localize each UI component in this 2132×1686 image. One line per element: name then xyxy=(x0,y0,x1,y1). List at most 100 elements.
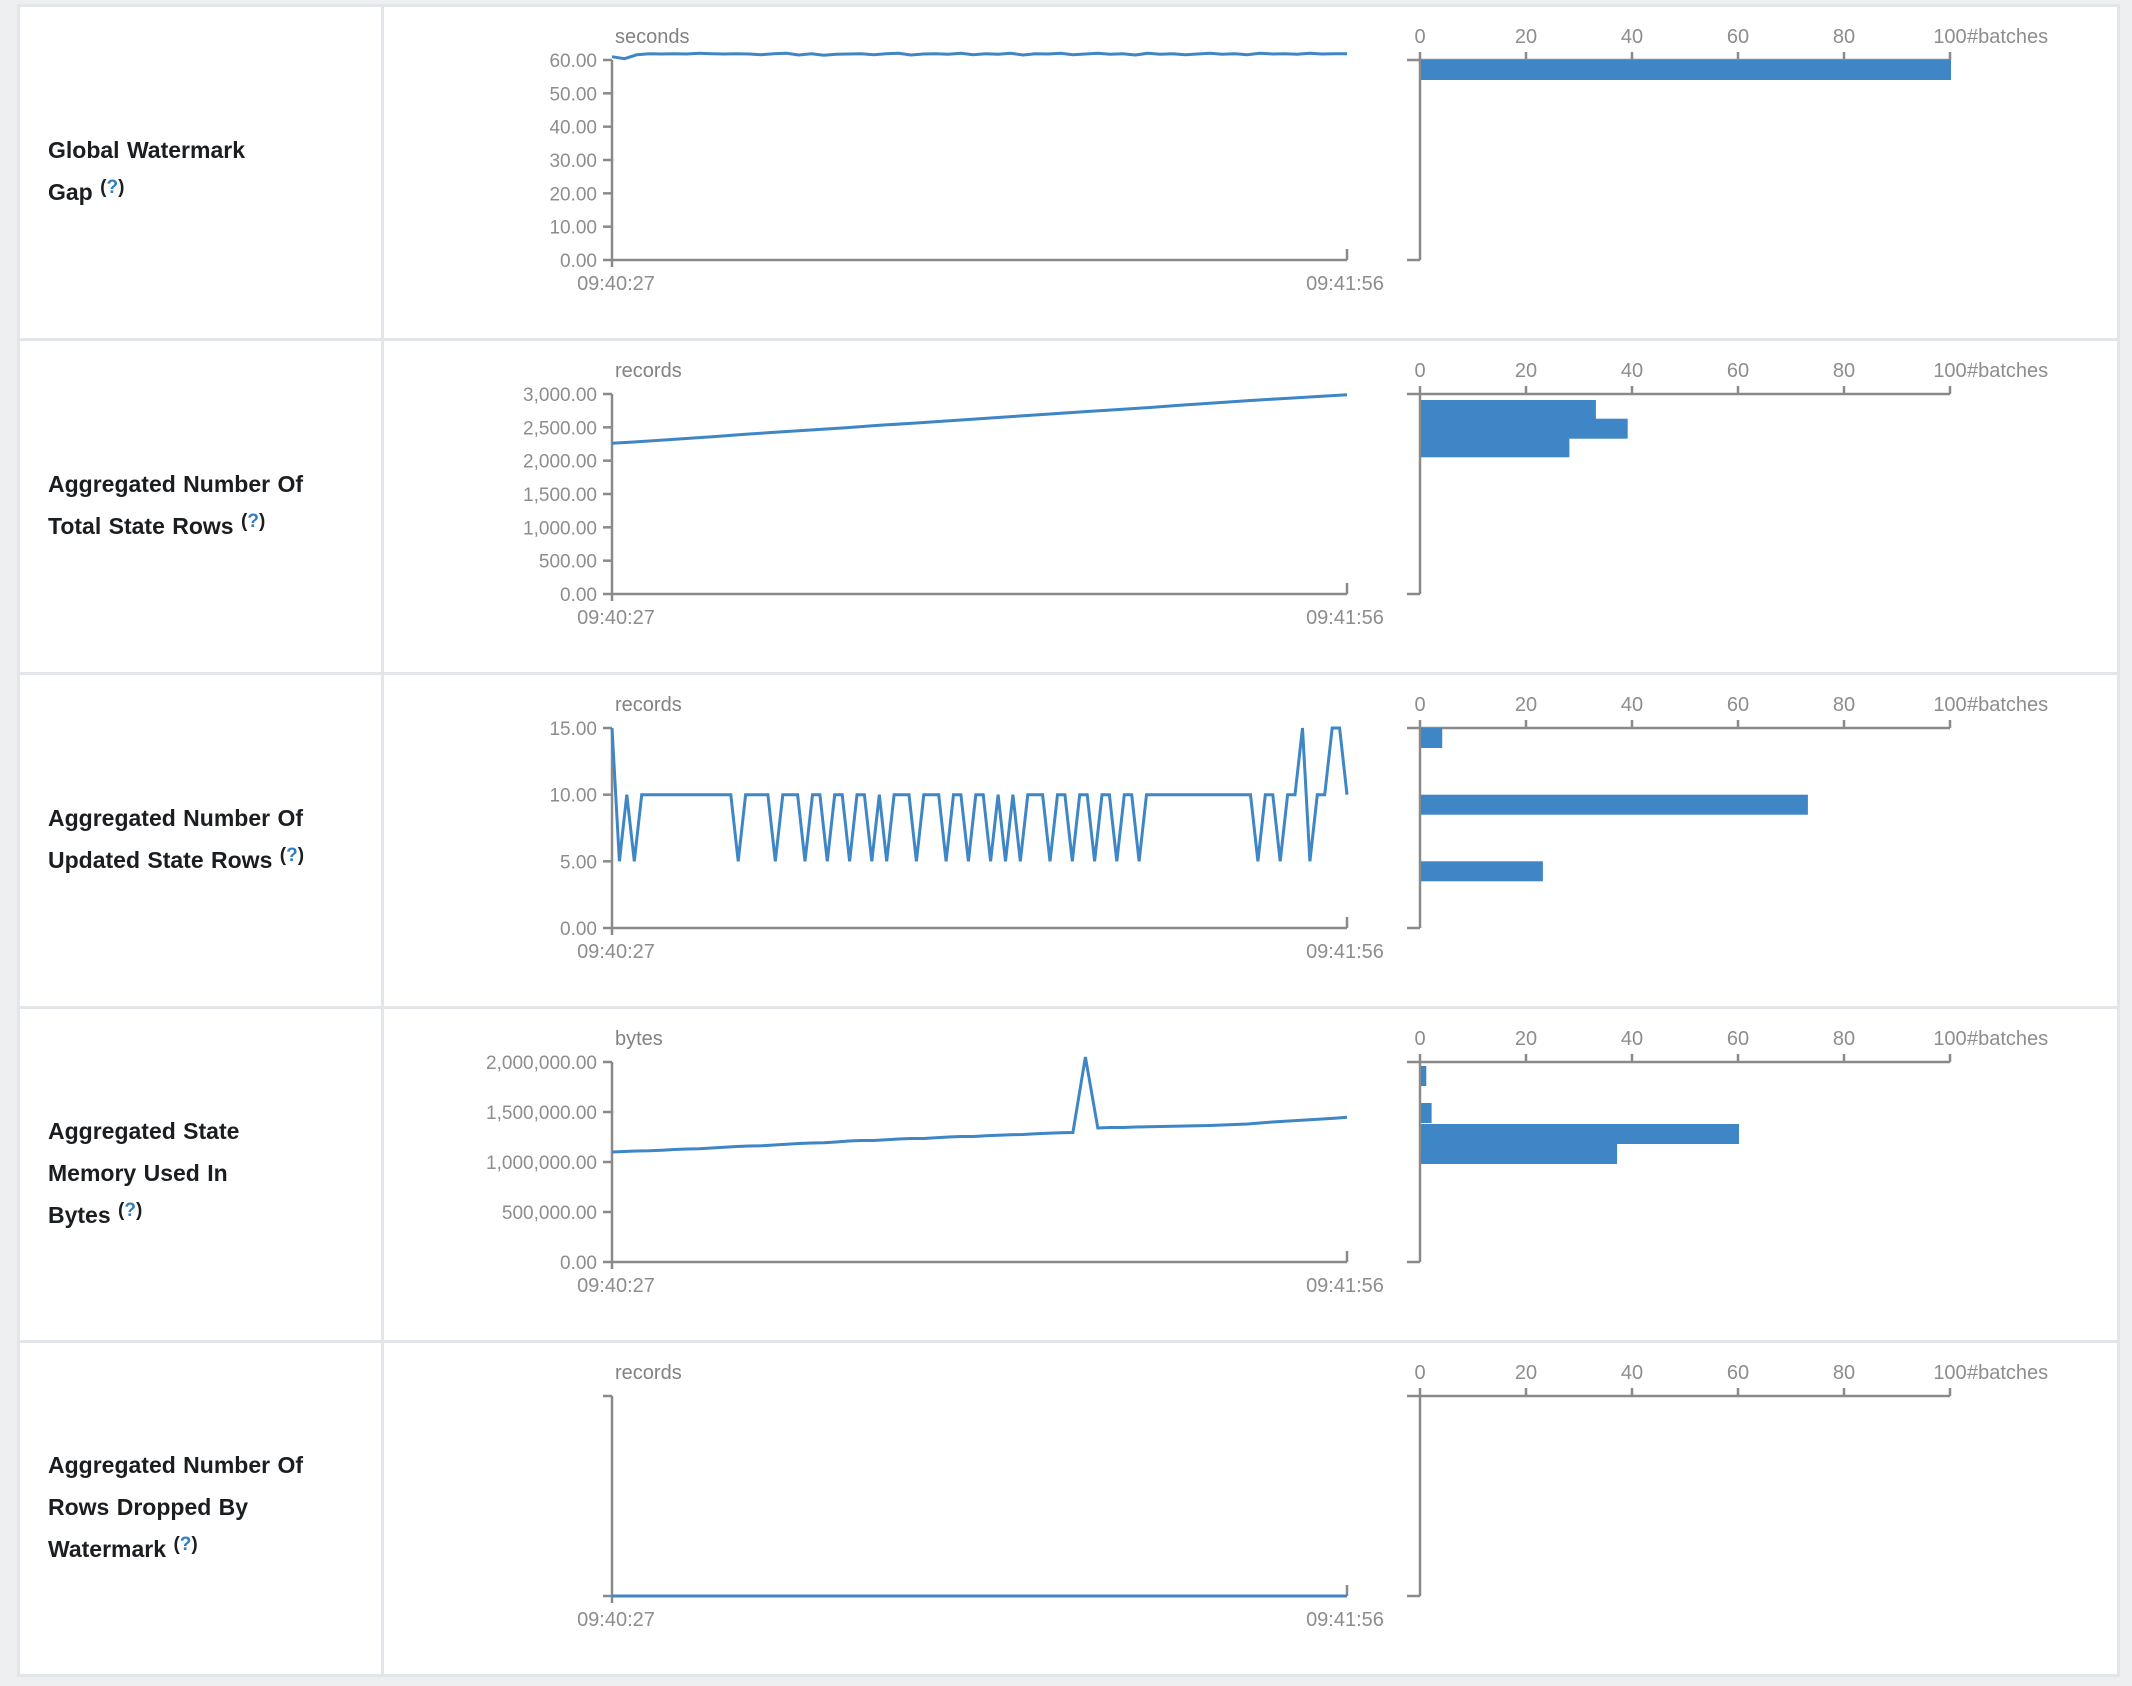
hist-axis-tick-label: 80 xyxy=(1833,360,1855,382)
histogram-chart: 0 20 40 60 80 100 #batches xyxy=(1407,360,2048,596)
y-axis-tick-label: 40.00 xyxy=(549,118,597,139)
y-axis-tick-label: 30.00 xyxy=(549,151,597,172)
hist-axis-unit-label: #batches xyxy=(1967,26,2048,48)
x-axis-start-label: 09:40:27 xyxy=(577,1609,655,1631)
hist-axis-tick-label: 40 xyxy=(1621,360,1643,382)
timeline-chart: bytes 2,000,000.00 1,500,000.00 1,000,000.0… xyxy=(486,1028,1384,1297)
x-axis-start-label: 09:40:27 xyxy=(577,607,655,629)
hist-axis-tick-label: 80 xyxy=(1833,26,1855,48)
metric-label: Global Watermark Gap (?) xyxy=(48,137,245,205)
hist-axis-tick-label: 80 xyxy=(1833,694,1855,716)
timeline-data-line xyxy=(610,726,1349,862)
histogram-bar xyxy=(1421,418,1628,439)
help-question-icon[interactable]: ? xyxy=(286,845,298,866)
y-axis-tick-label: 15.00 xyxy=(549,719,597,740)
metric-row: Global Watermark Gap (?) seconds 60.00 50.0… xyxy=(20,7,2117,341)
hist-axis-tick-label: 20 xyxy=(1515,26,1537,48)
x-axis-start-label: 09:40:27 xyxy=(577,941,655,963)
metric-label: Aggregated Number Of Total State Rows (?… xyxy=(48,471,304,539)
help-tooltip-link[interactable]: (?) xyxy=(118,1200,142,1221)
hist-axis-tick-label: 40 xyxy=(1621,694,1643,716)
metric-label-cell: Aggregated Number Of Total State Rows (?… xyxy=(20,341,384,672)
timeline-data-line xyxy=(611,1056,1348,1154)
y-axis-tick-label: 2,500.00 xyxy=(523,418,597,439)
hist-axis-unit-label: #batches xyxy=(1967,694,2048,716)
hist-axis-tick-label: 0 xyxy=(1414,1362,1425,1384)
y-axis-tick-label: 2,000,000.00 xyxy=(486,1053,597,1074)
histogram-chart: 0 20 40 60 80 100 #batches xyxy=(1407,26,2048,262)
x-axis-start-label: 09:40:27 xyxy=(577,273,655,295)
hist-axis-tick-label: 60 xyxy=(1727,1362,1749,1384)
y-axis-tick-label: 2,000.00 xyxy=(523,452,597,473)
chart-cell: records 3,000.00 2,500.00 2,000.00 1,500.00 1… xyxy=(384,341,2117,672)
y-axis-tick-label: 1,000,000.00 xyxy=(486,1153,597,1174)
help-tooltip-link[interactable]: (?) xyxy=(241,511,265,532)
hist-axis-tick-label: 100 xyxy=(1933,26,1966,48)
y-axis-unit-label: records xyxy=(615,1362,682,1384)
hist-axis-tick-label: 100 xyxy=(1933,360,1966,382)
hist-axis-tick-label: 20 xyxy=(1515,694,1537,716)
histogram-chart: 0 20 40 60 80 100 #batches xyxy=(1407,694,2048,930)
hist-axis-tick-label: 0 xyxy=(1414,1028,1425,1050)
y-axis-tick-label: 10.00 xyxy=(549,218,597,239)
histogram-bar xyxy=(1421,728,1443,748)
hist-axis-tick-label: 0 xyxy=(1414,360,1425,382)
timeline-chart: records 09:40:27 09:41:56 xyxy=(577,1362,1384,1631)
hist-axis-tick-label: 0 xyxy=(1414,694,1425,716)
row-charts-svg: records 09:40:27 09:41:56 0 20 40 60 80 100 #batc… xyxy=(577,1362,2048,1631)
hist-axis-tick-label: 40 xyxy=(1621,1362,1643,1384)
metrics-table: Global Watermark Gap (?) seconds 60.00 50.0… xyxy=(17,4,2120,1677)
metric-label: Aggregated State Memory Used In Bytes (?… xyxy=(48,1118,240,1228)
hist-axis-tick-label: 60 xyxy=(1727,26,1749,48)
chart-cell: bytes 2,000,000.00 1,500,000.00 1,000,000.0… xyxy=(384,1009,2117,1340)
hist-axis-tick-label: 20 xyxy=(1515,1028,1537,1050)
help-question-icon[interactable]: ? xyxy=(106,177,119,198)
hist-axis-unit-label: #batches xyxy=(1967,1362,2048,1384)
y-axis-tick-label: 500,000.00 xyxy=(502,1203,597,1224)
help-question-icon[interactable]: ? xyxy=(247,511,259,532)
x-axis-end-label: 09:41:56 xyxy=(1306,1609,1384,1631)
timeline-data-line xyxy=(611,393,1348,445)
help-tooltip-link[interactable]: (?) xyxy=(280,845,304,866)
x-axis-end-label: 09:41:56 xyxy=(1306,273,1384,295)
y-axis-tick-label: 1,000.00 xyxy=(523,518,597,539)
metric-row: Aggregated Number Of Rows Dropped By Wat… xyxy=(20,1343,2117,1677)
y-axis-tick-label: 10.00 xyxy=(549,786,597,807)
y-axis-tick-label: 500.00 xyxy=(539,552,597,573)
help-question-icon[interactable]: ? xyxy=(179,1534,192,1555)
help-paren-close: ) xyxy=(118,177,125,198)
y-axis-tick-label: 50.00 xyxy=(549,84,597,105)
y-axis-tick-label: 3,000.00 xyxy=(523,385,597,406)
help-question-icon[interactable]: ? xyxy=(124,1200,136,1221)
histogram-bar xyxy=(1421,861,1543,882)
y-axis-tick-label: 60.00 xyxy=(549,51,597,72)
metric-row: Aggregated Number Of Total State Rows (?… xyxy=(20,341,2117,675)
metric-label-cell: Global Watermark Gap (?) xyxy=(20,7,384,338)
y-axis-unit-label: bytes xyxy=(615,1028,663,1050)
help-tooltip-link[interactable]: (?) xyxy=(100,177,124,198)
hist-axis-tick-label: 100 xyxy=(1933,1028,1966,1050)
chart-cell: seconds 60.00 50.00 40.00 30.00 20.00 10.00 0.0… xyxy=(384,7,2117,338)
hist-axis-tick-label: 60 xyxy=(1727,1028,1749,1050)
metric-label-cell: Aggregated Number Of Updated State Rows … xyxy=(20,675,384,1006)
row-charts-svg: records 3,000.00 2,500.00 2,000.00 1,500.00 1… xyxy=(523,360,2048,629)
metric-label-cell: Aggregated State Memory Used In Bytes (?… xyxy=(20,1009,384,1340)
hist-axis-tick-label: 100 xyxy=(1933,694,1966,716)
help-paren-open: ( xyxy=(279,845,287,866)
help-paren-open: ( xyxy=(118,1200,125,1221)
histogram-bar xyxy=(1421,1144,1618,1164)
y-axis-unit-label: records xyxy=(615,360,682,382)
timeline-chart: records 3,000.00 2,500.00 2,000.00 1,500.00 1… xyxy=(523,360,1384,629)
y-axis-tick-label: 20.00 xyxy=(549,184,597,205)
help-paren-close: ) xyxy=(297,845,305,866)
help-paren-open: ( xyxy=(241,511,248,532)
help-paren-open: ( xyxy=(100,177,107,198)
y-axis-tick-label: 0.00 xyxy=(560,1253,597,1274)
histogram-chart: 0 20 40 60 80 100 #batches xyxy=(1407,1362,2048,1598)
histogram-bar xyxy=(1421,1066,1427,1086)
histogram-bar xyxy=(1421,1103,1432,1123)
metric-label: Aggregated Number Of Rows Dropped By Wat… xyxy=(48,1452,304,1562)
hist-axis-tick-label: 100 xyxy=(1933,1362,1966,1384)
help-tooltip-link[interactable]: (?) xyxy=(173,1534,197,1555)
